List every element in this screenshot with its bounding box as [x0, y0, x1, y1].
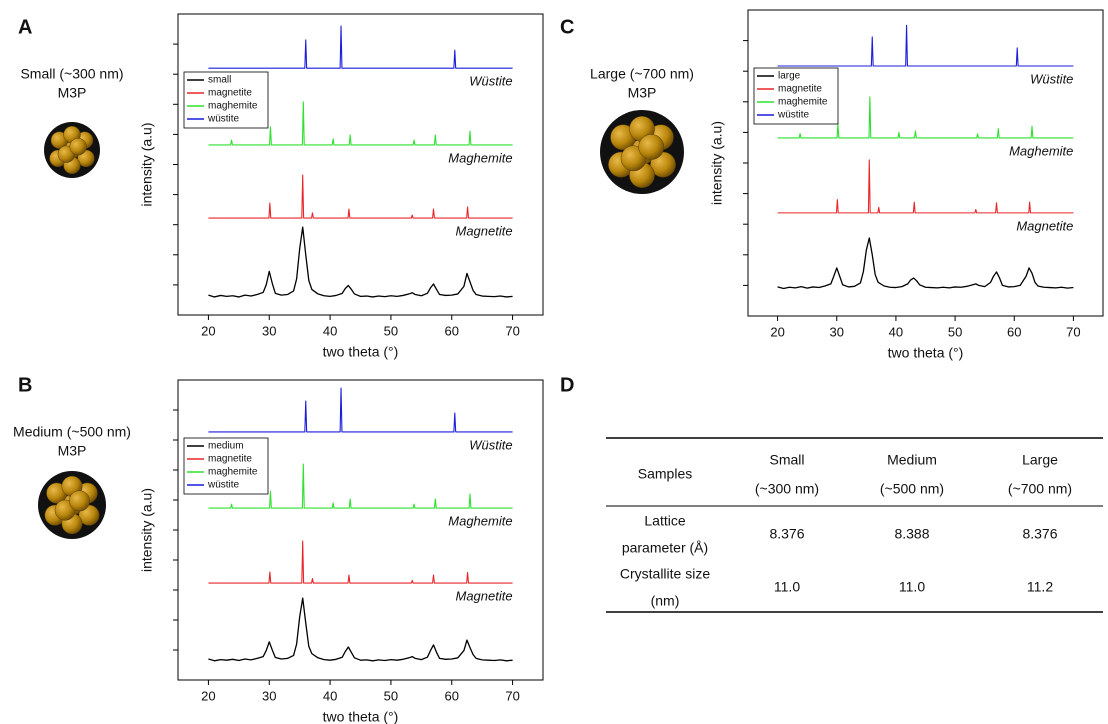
sample-label: Medium (~500 nm) — [13, 424, 131, 440]
table-header: (~500 nm) — [880, 481, 944, 497]
data-line — [777, 24, 1074, 67]
legend-label: maghemite — [208, 467, 258, 478]
x-tick-label: 40 — [323, 688, 337, 703]
particle-sphere — [69, 137, 87, 156]
x-tick-label: 60 — [445, 323, 459, 338]
legend-label: wüstite — [777, 110, 810, 121]
trace-annotation: Maghemite — [448, 150, 512, 165]
trace-annotation: Wüstite — [469, 437, 512, 452]
trace-annotation: Wüstite — [1030, 71, 1073, 86]
legend-label: maghemite — [778, 97, 828, 108]
data-line — [208, 25, 513, 69]
table-cell: 8.376 — [769, 526, 804, 542]
table-row-label: (nm) — [651, 593, 680, 609]
x-tick-label: 70 — [505, 323, 519, 338]
trace-annotation: Maghemite — [1009, 143, 1073, 158]
y-axis-label: intensity (a.u) — [139, 488, 155, 572]
trace-annotation: Wüstite — [469, 74, 512, 89]
legend-label: small — [208, 75, 231, 86]
data-line — [208, 540, 513, 584]
x-tick-label: 70 — [1066, 324, 1080, 339]
y-axis-label: intensity (a.u) — [139, 122, 155, 206]
plot-frame — [747, 9, 1104, 317]
x-tick-label: 40 — [889, 324, 903, 339]
plot-frame — [177, 379, 544, 681]
x-tick-label: 60 — [1007, 324, 1021, 339]
legend-label: maghemite — [208, 101, 258, 112]
table-row-label: parameter (Å) — [622, 540, 708, 556]
x-tick-label: 30 — [262, 323, 276, 338]
legend-label: wüstite — [207, 480, 240, 491]
x-tick-label: 20 — [201, 688, 215, 703]
data-line — [208, 597, 513, 662]
trace-annotation: Maghemite — [448, 514, 512, 529]
table-row-label: Crystallite size — [620, 566, 710, 582]
x-tick-label: 40 — [323, 323, 337, 338]
table-cell: 11.0 — [774, 579, 800, 595]
legend-label: magnetite — [208, 454, 252, 465]
legend-label: magnetite — [778, 84, 822, 95]
x-tick-label: 30 — [262, 688, 276, 703]
x-tick-label: 20 — [201, 323, 215, 338]
particle-sphere — [69, 490, 90, 512]
particle-label: M3P — [58, 85, 87, 101]
x-tick-label: 50 — [948, 324, 962, 339]
x-tick-label: 50 — [384, 323, 398, 338]
table-header: Large — [1022, 452, 1058, 468]
data-line — [208, 226, 513, 298]
table-row-label: Lattice — [644, 513, 685, 529]
x-axis-label: two theta (°) — [323, 344, 399, 360]
trace-annotation: Magnetite — [455, 589, 512, 604]
table-header: Small — [769, 452, 804, 468]
panel-letter: C — [560, 16, 574, 38]
x-axis-label: two theta (°) — [888, 345, 964, 361]
data-line — [208, 101, 513, 146]
panel-letter: A — [18, 16, 32, 38]
table-cell: 8.376 — [1022, 526, 1057, 542]
table-cell: 11.2 — [1027, 579, 1053, 595]
x-axis-label: two theta (°) — [323, 709, 399, 724]
particle-sphere — [638, 134, 665, 160]
x-tick-label: 50 — [384, 688, 398, 703]
x-tick-label: 30 — [830, 324, 844, 339]
y-axis-label: intensity (a.u) — [709, 121, 725, 205]
table-header: Medium — [887, 452, 937, 468]
table-header: Samples — [638, 466, 692, 482]
data-line — [208, 174, 513, 219]
data-line — [208, 463, 513, 509]
trace-annotation: Magnetite — [455, 224, 512, 239]
data-line — [777, 159, 1074, 214]
table-header: (~700 nm) — [1008, 481, 1072, 497]
legend-label: magnetite — [208, 88, 252, 99]
data-line — [208, 387, 513, 433]
table-cell: 11.0 — [899, 579, 925, 595]
table-header: (~300 nm) — [755, 481, 819, 497]
legend-label: medium — [208, 441, 244, 452]
x-tick-label: 20 — [770, 324, 784, 339]
sample-label: Large (~700 nm) — [590, 66, 694, 82]
legend-label: large — [778, 71, 801, 82]
particle-label: M3P — [58, 443, 87, 459]
data-line — [777, 96, 1074, 139]
table-cell: 8.388 — [894, 526, 929, 542]
data-line — [777, 237, 1074, 290]
panel-letter: B — [18, 374, 32, 396]
particle-label: M3P — [628, 85, 657, 101]
panel-letter: D — [560, 374, 574, 396]
legend-label: wüstite — [207, 114, 240, 125]
x-tick-label: 70 — [505, 688, 519, 703]
x-tick-label: 60 — [445, 688, 459, 703]
trace-annotation: Magnetite — [1016, 218, 1073, 233]
sample-label: Small (~300 nm) — [20, 66, 123, 82]
